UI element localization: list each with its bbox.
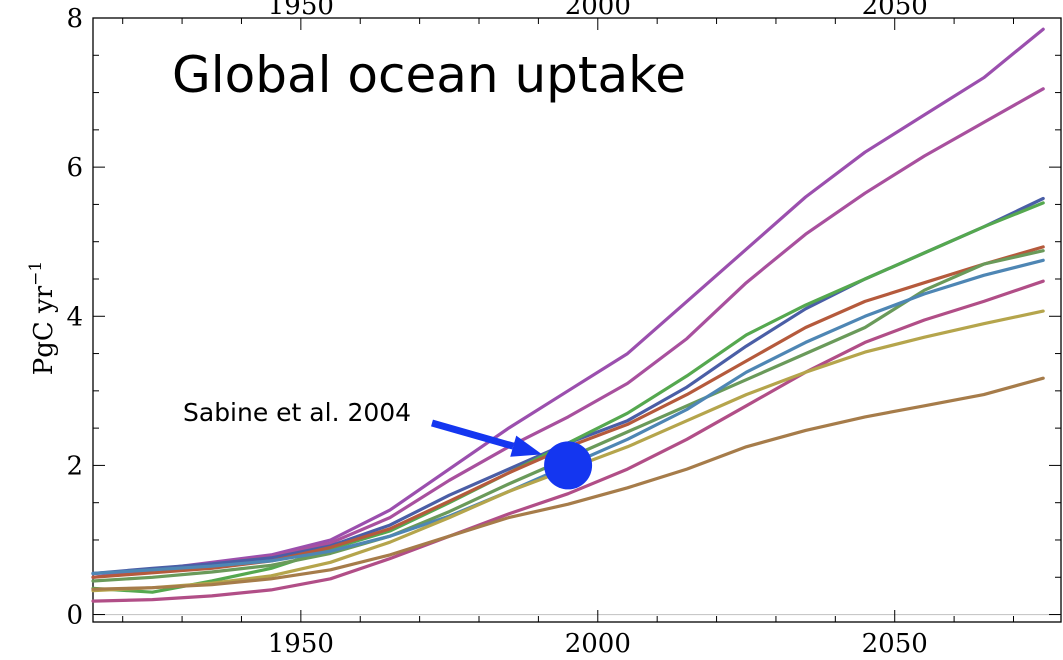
chart-title: Global ocean uptake <box>172 46 686 104</box>
annotation-group: Sabine et al. 2004 <box>183 398 593 490</box>
y-tick-label: 4 <box>66 302 83 332</box>
annotation-arrow-shaft <box>431 419 515 450</box>
x-tick-label: 2050 <box>862 629 928 659</box>
series-group <box>91 27 1045 603</box>
y-tick-label: 2 <box>66 451 83 481</box>
series-line-3 <box>91 196 1045 576</box>
y-tick-label: 0 <box>66 601 83 631</box>
x-tick-label-top: 2050 <box>862 0 928 21</box>
y-axis-label: PgC yr−1 <box>26 261 59 375</box>
axes-group: 0 2 4 6 8 1950 1950 2000 2000 2050 2050 <box>66 0 1062 659</box>
x-tick-label: 1950 <box>268 629 334 659</box>
x-tick-label-top: 2000 <box>565 0 631 21</box>
plot-frame <box>92 17 1062 623</box>
annotation-arrow-head <box>510 435 543 457</box>
sabine-2004-marker <box>544 441 593 490</box>
y-axis-label-exponent: −1 <box>26 261 46 286</box>
y-tick-label: 8 <box>66 4 83 34</box>
annotation-label: Sabine et al. 2004 <box>183 398 411 427</box>
y-axis-label-text: PgC yr <box>29 285 59 375</box>
series-line-8 <box>91 279 1045 603</box>
y-tick-label: 6 <box>66 153 83 183</box>
x-tick-label-top: 1950 <box>268 0 334 21</box>
series-line-10 <box>91 376 1045 591</box>
x-tick-label: 2000 <box>565 629 631 659</box>
